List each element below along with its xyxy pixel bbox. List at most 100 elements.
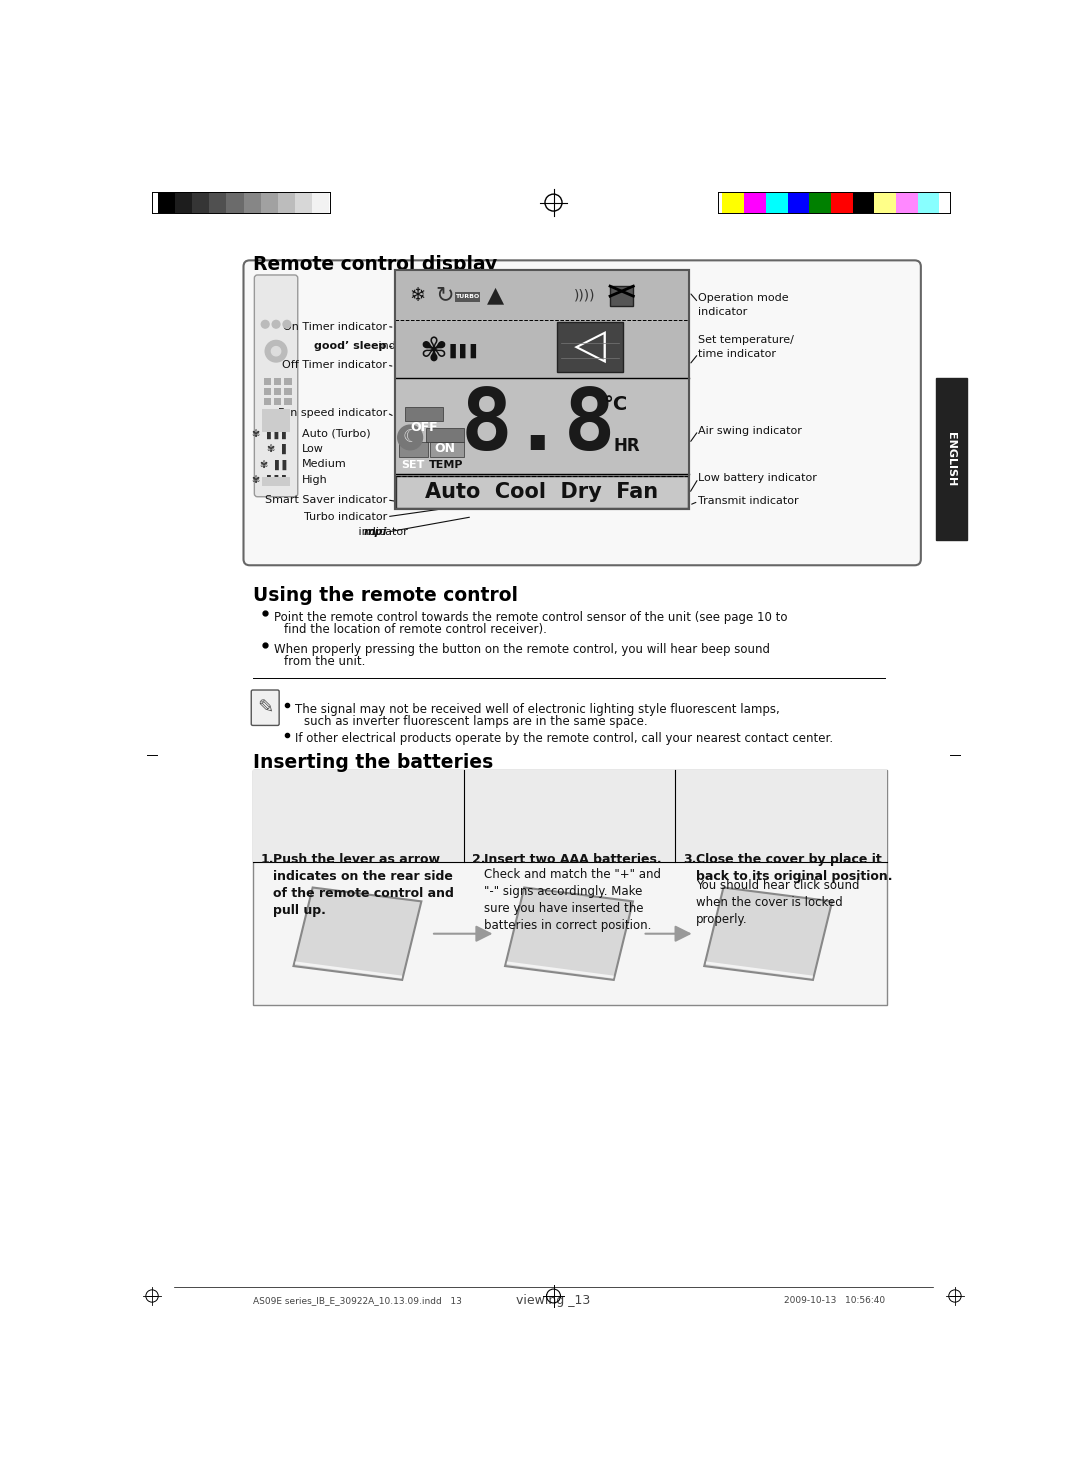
Bar — [284, 389, 292, 394]
Bar — [875, 191, 896, 214]
Text: HR: HR — [613, 436, 640, 454]
Text: )))): )))) — [573, 288, 595, 303]
Circle shape — [261, 320, 269, 328]
Text: TEMP: TEMP — [430, 460, 463, 470]
Bar — [852, 191, 875, 214]
Text: ✾ ▐: ✾ ▐ — [268, 443, 286, 454]
Polygon shape — [704, 887, 832, 980]
Text: Inserting the batteries: Inserting the batteries — [253, 753, 494, 773]
Text: Using the remote control: Using the remote control — [253, 586, 517, 605]
Text: Remote control display: Remote control display — [253, 255, 497, 274]
Bar — [787, 191, 809, 214]
Text: Operation mode
indicator: Operation mode indicator — [699, 294, 789, 317]
Bar — [278, 191, 295, 214]
FancyBboxPatch shape — [252, 690, 279, 725]
Bar — [273, 378, 282, 386]
Bar — [253, 770, 887, 1005]
Text: You should hear click sound
when the cover is locked
properly.: You should hear click sound when the cov… — [696, 879, 859, 927]
Bar — [766, 191, 787, 214]
Text: Air swing indicator: Air swing indicator — [699, 426, 802, 436]
Bar — [723, 191, 744, 214]
Text: Turbo indicator: Turbo indicator — [303, 512, 387, 522]
Bar — [394, 270, 689, 509]
Text: Auto (Turbo): Auto (Turbo) — [301, 429, 370, 439]
Bar — [935, 378, 967, 540]
Bar — [210, 191, 227, 214]
Text: Off Timer indicator: Off Timer indicator — [282, 360, 387, 371]
Text: ▲: ▲ — [487, 285, 504, 305]
Text: When properly pressing the button on the remote control, you will hear beep soun: When properly pressing the button on the… — [274, 644, 770, 655]
Text: ▐▐▐: ▐▐▐ — [445, 344, 476, 359]
FancyBboxPatch shape — [243, 261, 921, 565]
Bar — [396, 378, 688, 475]
Bar — [426, 429, 464, 442]
Text: The signal may not be received well of electronic lighting style fluorescent lam: The signal may not be received well of e… — [295, 703, 780, 716]
Text: Smart Saver indicator: Smart Saver indicator — [265, 495, 387, 504]
Bar — [430, 442, 464, 457]
Bar — [264, 389, 271, 394]
Bar — [455, 292, 480, 301]
Bar — [159, 191, 175, 214]
Bar — [284, 378, 292, 386]
Text: Auto  Cool  Dry  Fan: Auto Cool Dry Fan — [426, 482, 659, 501]
Bar — [273, 389, 282, 394]
Text: High: High — [301, 475, 327, 485]
Text: find the location of remote control receiver).: find the location of remote control rece… — [284, 623, 546, 636]
Bar — [253, 770, 887, 863]
Text: 2.: 2. — [472, 853, 485, 866]
Circle shape — [271, 347, 281, 356]
Text: OFF: OFF — [410, 421, 437, 435]
Polygon shape — [294, 887, 421, 980]
Circle shape — [272, 320, 280, 328]
Bar — [227, 191, 243, 214]
Text: viewing _13: viewing _13 — [516, 1295, 591, 1307]
Text: Check and match the "+" and
"-" signs accordingly. Make
sure you have inserted t: Check and match the "+" and "-" signs ac… — [484, 868, 661, 931]
Text: such as inverter fluorescent lamps are in the same space.: such as inverter fluorescent lamps are i… — [303, 715, 648, 728]
Text: Point the remote control towards the remote control sensor of the unit (see page: Point the remote control towards the rem… — [274, 611, 788, 624]
Text: ✎: ✎ — [257, 698, 273, 718]
Text: ENGLISH: ENGLISH — [946, 432, 956, 486]
Bar — [557, 322, 623, 372]
Text: °C: °C — [604, 396, 627, 414]
Bar — [273, 397, 282, 405]
Text: indicator: indicator — [355, 526, 408, 537]
Text: 1.: 1. — [260, 853, 274, 866]
Bar — [918, 191, 940, 214]
Text: mpi: mpi — [363, 526, 387, 537]
Bar — [312, 191, 328, 214]
Text: ✾ ▐▐: ✾ ▐▐ — [260, 460, 286, 470]
Bar — [284, 397, 292, 405]
Bar — [394, 270, 689, 509]
Bar — [262, 476, 291, 486]
Text: good’ sleep: good’ sleep — [314, 341, 387, 351]
Text: ✾: ✾ — [419, 335, 447, 368]
Text: indicator: indicator — [375, 341, 428, 351]
Text: ✾ ▐▐▐: ✾ ▐▐▐ — [253, 429, 286, 439]
Circle shape — [266, 341, 287, 362]
Bar — [610, 286, 633, 305]
Bar — [396, 270, 688, 378]
Bar — [896, 191, 918, 214]
Text: 3.: 3. — [684, 853, 697, 866]
Text: Set temperature/
time indicator: Set temperature/ time indicator — [699, 335, 794, 359]
Text: ✾ ▐▐▐: ✾ ▐▐▐ — [253, 475, 286, 485]
Text: ☾: ☾ — [402, 429, 418, 446]
Bar — [262, 409, 291, 432]
Text: 8.8: 8.8 — [460, 384, 616, 467]
Bar — [192, 191, 210, 214]
Circle shape — [397, 426, 422, 449]
Bar — [264, 378, 271, 386]
Text: Fan speed indicator: Fan speed indicator — [278, 408, 387, 418]
Text: SET: SET — [402, 460, 424, 470]
Bar — [260, 191, 278, 214]
Bar — [264, 397, 271, 405]
Bar — [295, 191, 312, 214]
Text: ❄: ❄ — [409, 286, 427, 305]
Text: Close the cover by place it
back to its original position.: Close the cover by place it back to its … — [696, 853, 892, 884]
Text: Insert two AAA batteries.: Insert two AAA batteries. — [484, 853, 662, 866]
Text: Low battery indicator: Low battery indicator — [699, 473, 818, 483]
Text: from the unit.: from the unit. — [284, 655, 365, 669]
FancyBboxPatch shape — [255, 274, 298, 497]
Bar — [831, 191, 852, 214]
Bar — [396, 476, 688, 507]
